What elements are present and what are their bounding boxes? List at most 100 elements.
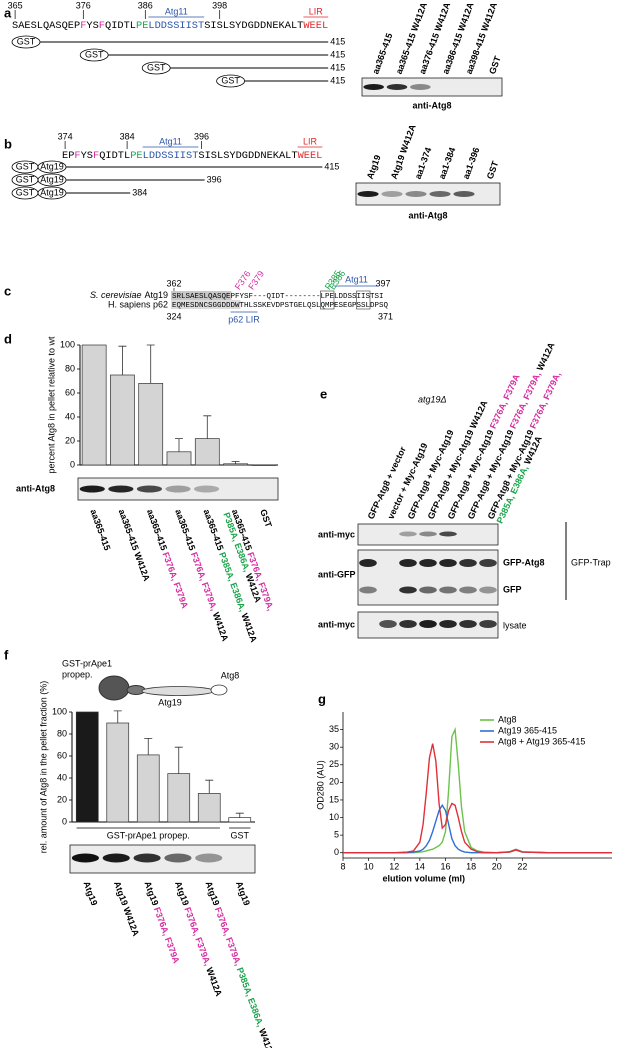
sequence: SAESLQASQEPFYSFQIDTLPELDDSSIISTSISLSYDGD… [12, 20, 328, 32]
y-tick-label: 0 [70, 459, 75, 469]
bar [223, 463, 248, 466]
bar [75, 711, 99, 823]
band [479, 559, 497, 567]
band [439, 559, 457, 567]
sequence-part: YS [86, 20, 98, 32]
construct-end: 415 [324, 161, 339, 171]
tag-label: GST [16, 161, 35, 171]
sequence-part: PE [130, 150, 142, 162]
y-tick-label: 20 [329, 777, 339, 787]
band [195, 853, 223, 863]
band [419, 586, 437, 594]
tag-label: Atg19 [40, 187, 64, 197]
position: 371 [378, 311, 393, 321]
error-bar [146, 344, 155, 384]
band [399, 559, 417, 567]
band [439, 586, 457, 594]
y-tick-label: 60 [57, 750, 67, 760]
sequence-part: F [80, 20, 86, 32]
blot [357, 523, 499, 546]
bar [81, 344, 107, 466]
sequence-part: LDDSSIIST [143, 150, 199, 162]
sequence-part: QIDTL [99, 150, 130, 162]
atg8-shape [210, 684, 228, 696]
x-tick-label: 18 [466, 861, 476, 871]
bar [136, 754, 160, 823]
band [79, 485, 105, 493]
band [439, 620, 457, 628]
construct-end: 384 [132, 187, 147, 197]
blot [355, 182, 501, 206]
y-tick-label: 80 [65, 363, 75, 373]
tag-label: GST [221, 75, 240, 85]
panel-label: e [320, 386, 327, 401]
sequence-part: F [99, 20, 105, 32]
legend-label: Atg8 + Atg19 365-415 [498, 736, 585, 746]
sequence-part: SISLSYDGDDNEKALT [204, 20, 303, 32]
band [165, 485, 191, 493]
band [479, 586, 497, 594]
strain-label: atg19Δ [418, 394, 447, 404]
tag-label: GST [17, 36, 36, 46]
band [379, 620, 397, 628]
bar [228, 817, 252, 823]
band [419, 559, 437, 567]
band [359, 559, 377, 567]
atg11-label: Atg11 [165, 6, 188, 16]
band [453, 191, 475, 197]
y-tick-label: 20 [65, 435, 75, 445]
band [410, 84, 431, 90]
sequence-part: LDDSSIIST [148, 20, 204, 32]
bar [197, 793, 221, 823]
bait-label: GST-prApe1 propep. [107, 830, 190, 840]
error-bar [174, 746, 183, 774]
y-tick-label: 80 [57, 728, 67, 738]
error-bar [144, 738, 153, 755]
y-tick-label: 100 [60, 339, 75, 349]
tag-label: Atg19 [40, 161, 64, 171]
conserved-box [171, 291, 232, 300]
antibody-label: anti-Atg8 [413, 100, 452, 110]
x-tick-label: 8 [340, 861, 345, 871]
band [102, 853, 130, 863]
bar [106, 722, 130, 823]
y-tick-label: 0 [62, 816, 67, 826]
y-tick-label: 0 [334, 847, 339, 857]
y-tick-label: 40 [65, 411, 75, 421]
position: 365 [8, 0, 23, 10]
sequence: SRLSAESLQASQEPFYSF---QIDT--------LPELDDS… [172, 293, 384, 301]
tag-label: GST [85, 49, 104, 59]
y-axis-label: OD280 (AU) [315, 760, 325, 810]
blot [69, 844, 256, 874]
position: 397 [375, 278, 390, 288]
atg11-label: Atg11 [159, 136, 182, 146]
x-tick-label: 16 [440, 861, 450, 871]
y-axis-label: rel. amount of Atg8 in the pellet fracti… [38, 681, 48, 854]
bar [166, 451, 192, 466]
protein-name: Atg19 [144, 290, 168, 300]
band [386, 84, 408, 90]
sequence-part: YS [81, 150, 93, 162]
pulldown-label: GFP-Trap [571, 557, 611, 567]
error-bar [118, 345, 127, 375]
sequence-part: SAESLQASQEP [12, 20, 80, 32]
tag-label: Atg19 [40, 174, 64, 184]
construct-end: 396 [207, 174, 222, 184]
legend-label: Atg8 [498, 714, 517, 724]
band [194, 485, 220, 493]
bar [251, 464, 277, 466]
panel-label: c [4, 283, 11, 298]
construct-end: 415 [330, 75, 345, 85]
panel-label: a [4, 5, 12, 20]
x-tick-label: 14 [415, 861, 425, 871]
atg11-label: Atg11 [345, 274, 368, 284]
legend-label: Atg19 365-415 [498, 725, 557, 735]
band [399, 620, 417, 628]
series-line [343, 743, 612, 854]
antibody-label: anti-GFP [318, 569, 356, 579]
band [136, 485, 162, 493]
antibody-label: anti-Atg8 [409, 210, 448, 220]
x-tick-label: 12 [389, 861, 399, 871]
sequence: EQMESDNCSGGDDDWTHLSSKEVDPSTGELQSLQMPESEG… [172, 302, 389, 310]
